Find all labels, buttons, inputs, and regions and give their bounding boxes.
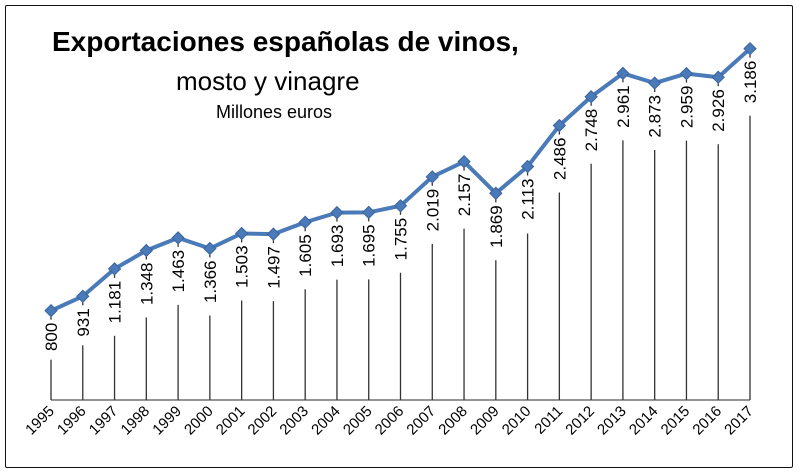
x-tick-label: 1998 [118, 403, 154, 439]
data-point-marker [362, 205, 376, 220]
data-point-marker [743, 41, 757, 56]
x-tick-label: 2010 [499, 403, 535, 439]
x-tick-label: 2006 [372, 403, 408, 439]
x-tick-label: 2016 [689, 403, 725, 439]
x-tick-label: 1999 [149, 403, 185, 439]
data-label: 2.961 [614, 85, 633, 128]
data-point-marker [489, 186, 503, 200]
x-tick-label: 2005 [340, 403, 376, 439]
data-point-marker [711, 70, 725, 84]
data-label: 1.693 [328, 225, 347, 268]
data-point-marker [171, 231, 185, 245]
x-tick-label: 2002 [245, 403, 281, 439]
data-label: 2.748 [582, 109, 601, 152]
data-label: 2.959 [677, 86, 696, 129]
data-label: 1.497 [264, 246, 283, 289]
data-label: 2.157 [455, 174, 474, 217]
data-point-marker [266, 227, 281, 241]
x-tick-label: 2000 [181, 403, 217, 439]
x-tick-label: 2003 [276, 403, 312, 439]
data-label: 2.113 [519, 178, 538, 219]
data-label: 1.869 [487, 205, 506, 248]
x-tick-label: 2004 [308, 403, 344, 439]
data-label: 2.019 [423, 189, 442, 232]
x-tick-label: 2007 [403, 403, 439, 439]
data-point-marker [139, 243, 154, 258]
data-point-marker [107, 262, 122, 276]
data-label: 2.873 [646, 95, 665, 138]
x-tick-label: 2015 [658, 403, 694, 439]
data-label: 2.926 [709, 89, 728, 132]
data-point-marker [647, 76, 662, 90]
data-label: 1.695 [360, 224, 379, 267]
data-point-marker [298, 215, 312, 229]
x-tick-label: 2009 [467, 403, 503, 439]
data-point-marker [44, 303, 58, 318]
x-tick-label: 1995 [22, 403, 58, 439]
data-label: 931 [74, 308, 93, 336]
data-label: 2.486 [550, 138, 569, 181]
data-label: 1.348 [137, 262, 156, 305]
x-tick-label: 2012 [562, 403, 598, 439]
data-point-marker [393, 199, 408, 213]
data-label: 1.605 [296, 234, 315, 277]
data-point-marker [552, 118, 567, 133]
x-tick-label: 2001 [213, 403, 249, 439]
data-label: 1.755 [392, 218, 411, 261]
data-label: 800 [42, 323, 61, 351]
x-tick-label: 1996 [54, 403, 90, 439]
data-label: 1.181 [106, 281, 125, 324]
data-point-marker [457, 154, 471, 169]
data-point-marker [584, 90, 598, 104]
data-label: 1.366 [201, 261, 220, 304]
data-point-marker [425, 170, 439, 184]
chart-title: Exportaciones españolas de vinos, [52, 26, 519, 57]
data-label: 1.503 [233, 245, 252, 288]
chart-subtitle: mosto y vinagre [176, 66, 360, 96]
chart-unit-label: Millones euros [216, 102, 333, 122]
data-point-marker [76, 289, 90, 303]
data-point-marker [330, 205, 344, 220]
x-tick-label: 2013 [594, 403, 630, 439]
data-point-marker [203, 241, 217, 256]
data-point-marker [520, 159, 535, 174]
x-tick-label: 2011 [531, 403, 566, 438]
data-point-marker [616, 66, 630, 81]
x-tick-label: 2017 [721, 403, 757, 439]
x-tick-label: 2014 [626, 403, 662, 439]
data-label: 3.186 [741, 61, 760, 104]
data-point-marker [234, 226, 249, 241]
data-label: 1.463 [169, 250, 188, 293]
x-tick-label: 1997 [86, 403, 122, 439]
x-tick-label: 2008 [435, 403, 471, 439]
data-point-marker [679, 66, 694, 81]
